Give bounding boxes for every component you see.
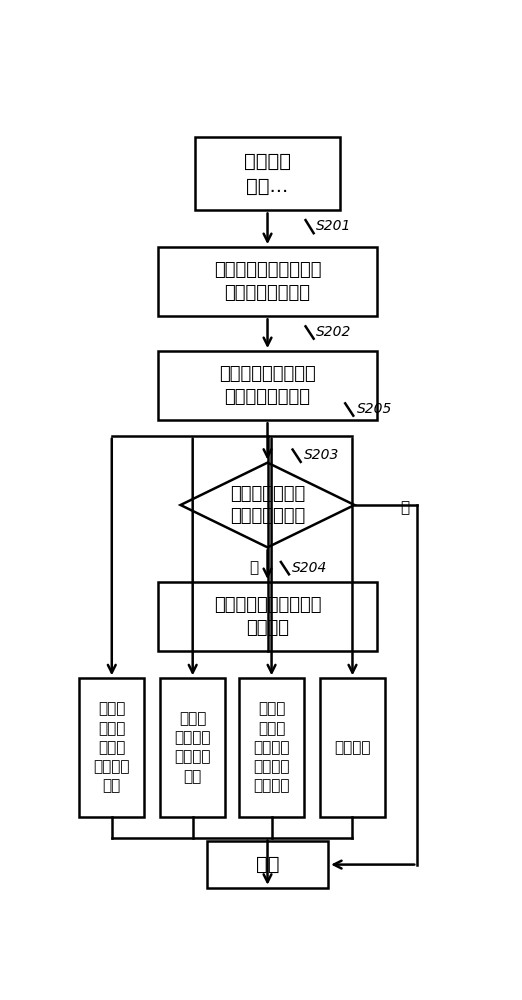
Text: S202: S202 (316, 325, 351, 339)
Text: 结束: 结束 (256, 855, 279, 874)
Text: 否: 否 (249, 561, 258, 576)
FancyBboxPatch shape (195, 137, 340, 210)
FancyBboxPatch shape (158, 351, 377, 420)
Text: S201: S201 (316, 219, 351, 233)
FancyBboxPatch shape (207, 841, 328, 888)
Text: S205: S205 (357, 402, 392, 416)
Text: 是: 是 (400, 500, 410, 515)
Text: 装置定时
启动...: 装置定时 启动... (244, 152, 291, 196)
FancyBboxPatch shape (158, 247, 377, 316)
FancyBboxPatch shape (239, 678, 304, 817)
Text: 通过调用接口、爬虫等
方式获取环境参数: 通过调用接口、爬虫等 方式获取环境参数 (214, 261, 321, 302)
FancyBboxPatch shape (79, 678, 144, 817)
Polygon shape (181, 463, 354, 547)
Text: S203: S203 (304, 448, 339, 462)
Text: S204: S204 (292, 561, 327, 575)
Text: 其他处理: 其他处理 (334, 740, 371, 755)
Text: 切换：
切换服务
器、数据
库等: 切换： 切换服务 器、数据 库等 (174, 711, 211, 784)
FancyBboxPatch shape (160, 678, 225, 817)
Text: 根据规则判断使用哪种
处理方式: 根据规则判断使用哪种 处理方式 (214, 596, 321, 637)
FancyBboxPatch shape (320, 678, 385, 817)
FancyBboxPatch shape (158, 582, 377, 651)
Text: 根据分析结果判
断环境是否正常: 根据分析结果判 断环境是否正常 (230, 485, 305, 525)
Text: 预警：
发送邮
件、短信
等给环境
运维人员: 预警： 发送邮 件、短信 等给环境 运维人员 (253, 702, 290, 793)
Text: 重启：
重启服
务、进
程、数据
库等: 重启： 重启服 务、进 程、数据 库等 (93, 702, 130, 793)
Text: 根据规则解析环境参
数，得出分析结果: 根据规则解析环境参 数，得出分析结果 (219, 365, 316, 406)
